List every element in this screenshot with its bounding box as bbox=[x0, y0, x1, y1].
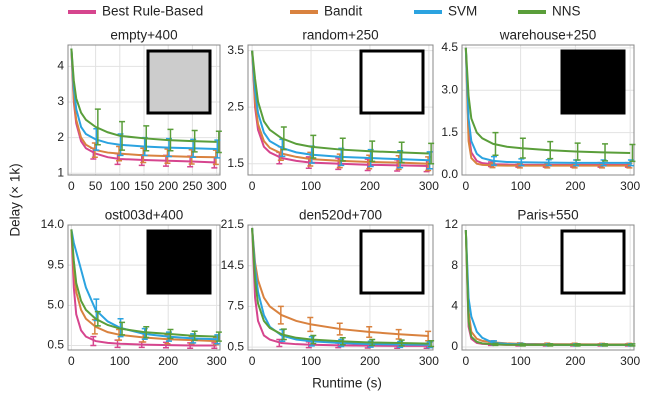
legend-label: SVM bbox=[448, 4, 477, 19]
figure: Runtime (s) Delay (× 1k) Best Rule-Based… bbox=[0, 0, 667, 395]
y-tick-label: 2.5 bbox=[227, 99, 244, 113]
x-tick-label: 300 bbox=[620, 179, 640, 193]
y-tick-label: 3 bbox=[57, 94, 64, 108]
x-tick-label: 200 bbox=[158, 179, 178, 193]
map-inset bbox=[562, 51, 624, 113]
x-axis-label: Runtime (s) bbox=[312, 376, 382, 391]
x-tick-label: 300 bbox=[419, 179, 439, 193]
y-tick-label: 14.5 bbox=[221, 258, 245, 272]
y-tick-label: 8 bbox=[451, 258, 458, 272]
map-inset bbox=[361, 51, 423, 113]
x-tick-label: 0 bbox=[249, 354, 256, 368]
y-axis-label: Delay (× 1k) bbox=[8, 163, 23, 236]
y-tick-label: 9.5 bbox=[47, 257, 64, 271]
x-tick-label: 50 bbox=[89, 179, 103, 193]
x-tick-label: 100 bbox=[301, 354, 321, 368]
y-tick-label: 12 bbox=[445, 217, 459, 231]
chart-title: warehouse+250 bbox=[499, 28, 596, 43]
legend-label: Best Rule-Based bbox=[102, 4, 203, 19]
y-tick-label: 4.5 bbox=[441, 40, 458, 54]
x-tick-label: 200 bbox=[565, 179, 585, 193]
x-tick-label: 200 bbox=[158, 354, 178, 368]
y-tick-label: 14.0 bbox=[41, 217, 65, 231]
y-tick-label: 1 bbox=[57, 165, 64, 179]
y-tick-label: 7.5 bbox=[227, 299, 244, 313]
y-tick-label: 4 bbox=[57, 59, 64, 73]
x-tick-label: 200 bbox=[565, 354, 585, 368]
x-tick-label: 200 bbox=[360, 354, 380, 368]
map-inset bbox=[148, 231, 210, 293]
x-tick-label: 0 bbox=[462, 179, 469, 193]
map-inset bbox=[562, 231, 624, 293]
y-tick-label: 3.5 bbox=[227, 43, 244, 57]
x-tick-label: 0 bbox=[68, 179, 75, 193]
y-tick-label: 3.0 bbox=[441, 82, 458, 96]
x-tick-label: 0 bbox=[462, 354, 469, 368]
map-inset bbox=[361, 231, 423, 293]
x-tick-label: 150 bbox=[134, 179, 154, 193]
x-tick-label: 100 bbox=[110, 179, 130, 193]
y-tick-label: 21.5 bbox=[221, 217, 245, 231]
y-tick-label: 2 bbox=[57, 130, 64, 144]
y-tick-label: 0.0 bbox=[441, 167, 458, 181]
y-tick-label: 1.5 bbox=[227, 156, 244, 170]
legend-label: NNS bbox=[552, 4, 581, 19]
x-tick-label: 200 bbox=[360, 179, 380, 193]
chart-title: Paris+550 bbox=[517, 208, 578, 223]
x-tick-label: 100 bbox=[301, 179, 321, 193]
x-tick-label: 0 bbox=[68, 354, 75, 368]
chart-title: empty+400 bbox=[110, 28, 177, 43]
x-tick-label: 250 bbox=[182, 179, 202, 193]
x-tick-label: 0 bbox=[249, 179, 256, 193]
chart-title: ost003d+400 bbox=[105, 208, 183, 223]
chart-title: random+250 bbox=[302, 28, 378, 43]
map-inset bbox=[148, 51, 210, 113]
x-tick-label: 300 bbox=[419, 354, 439, 368]
x-tick-label: 100 bbox=[511, 354, 531, 368]
x-tick-label: 100 bbox=[110, 354, 130, 368]
y-tick-label: 0.5 bbox=[227, 339, 244, 353]
y-tick-label: 0 bbox=[451, 339, 458, 353]
x-tick-label: 300 bbox=[207, 179, 227, 193]
y-tick-label: 4 bbox=[451, 298, 458, 312]
x-tick-label: 300 bbox=[207, 354, 227, 368]
y-tick-label: 5.0 bbox=[47, 298, 64, 312]
x-tick-label: 300 bbox=[620, 354, 640, 368]
y-tick-label: 1.5 bbox=[441, 125, 458, 139]
y-tick-label: 0.5 bbox=[47, 338, 64, 352]
x-tick-label: 100 bbox=[511, 179, 531, 193]
chart-title: den520d+700 bbox=[299, 208, 382, 223]
legend-label: Bandit bbox=[324, 4, 363, 19]
